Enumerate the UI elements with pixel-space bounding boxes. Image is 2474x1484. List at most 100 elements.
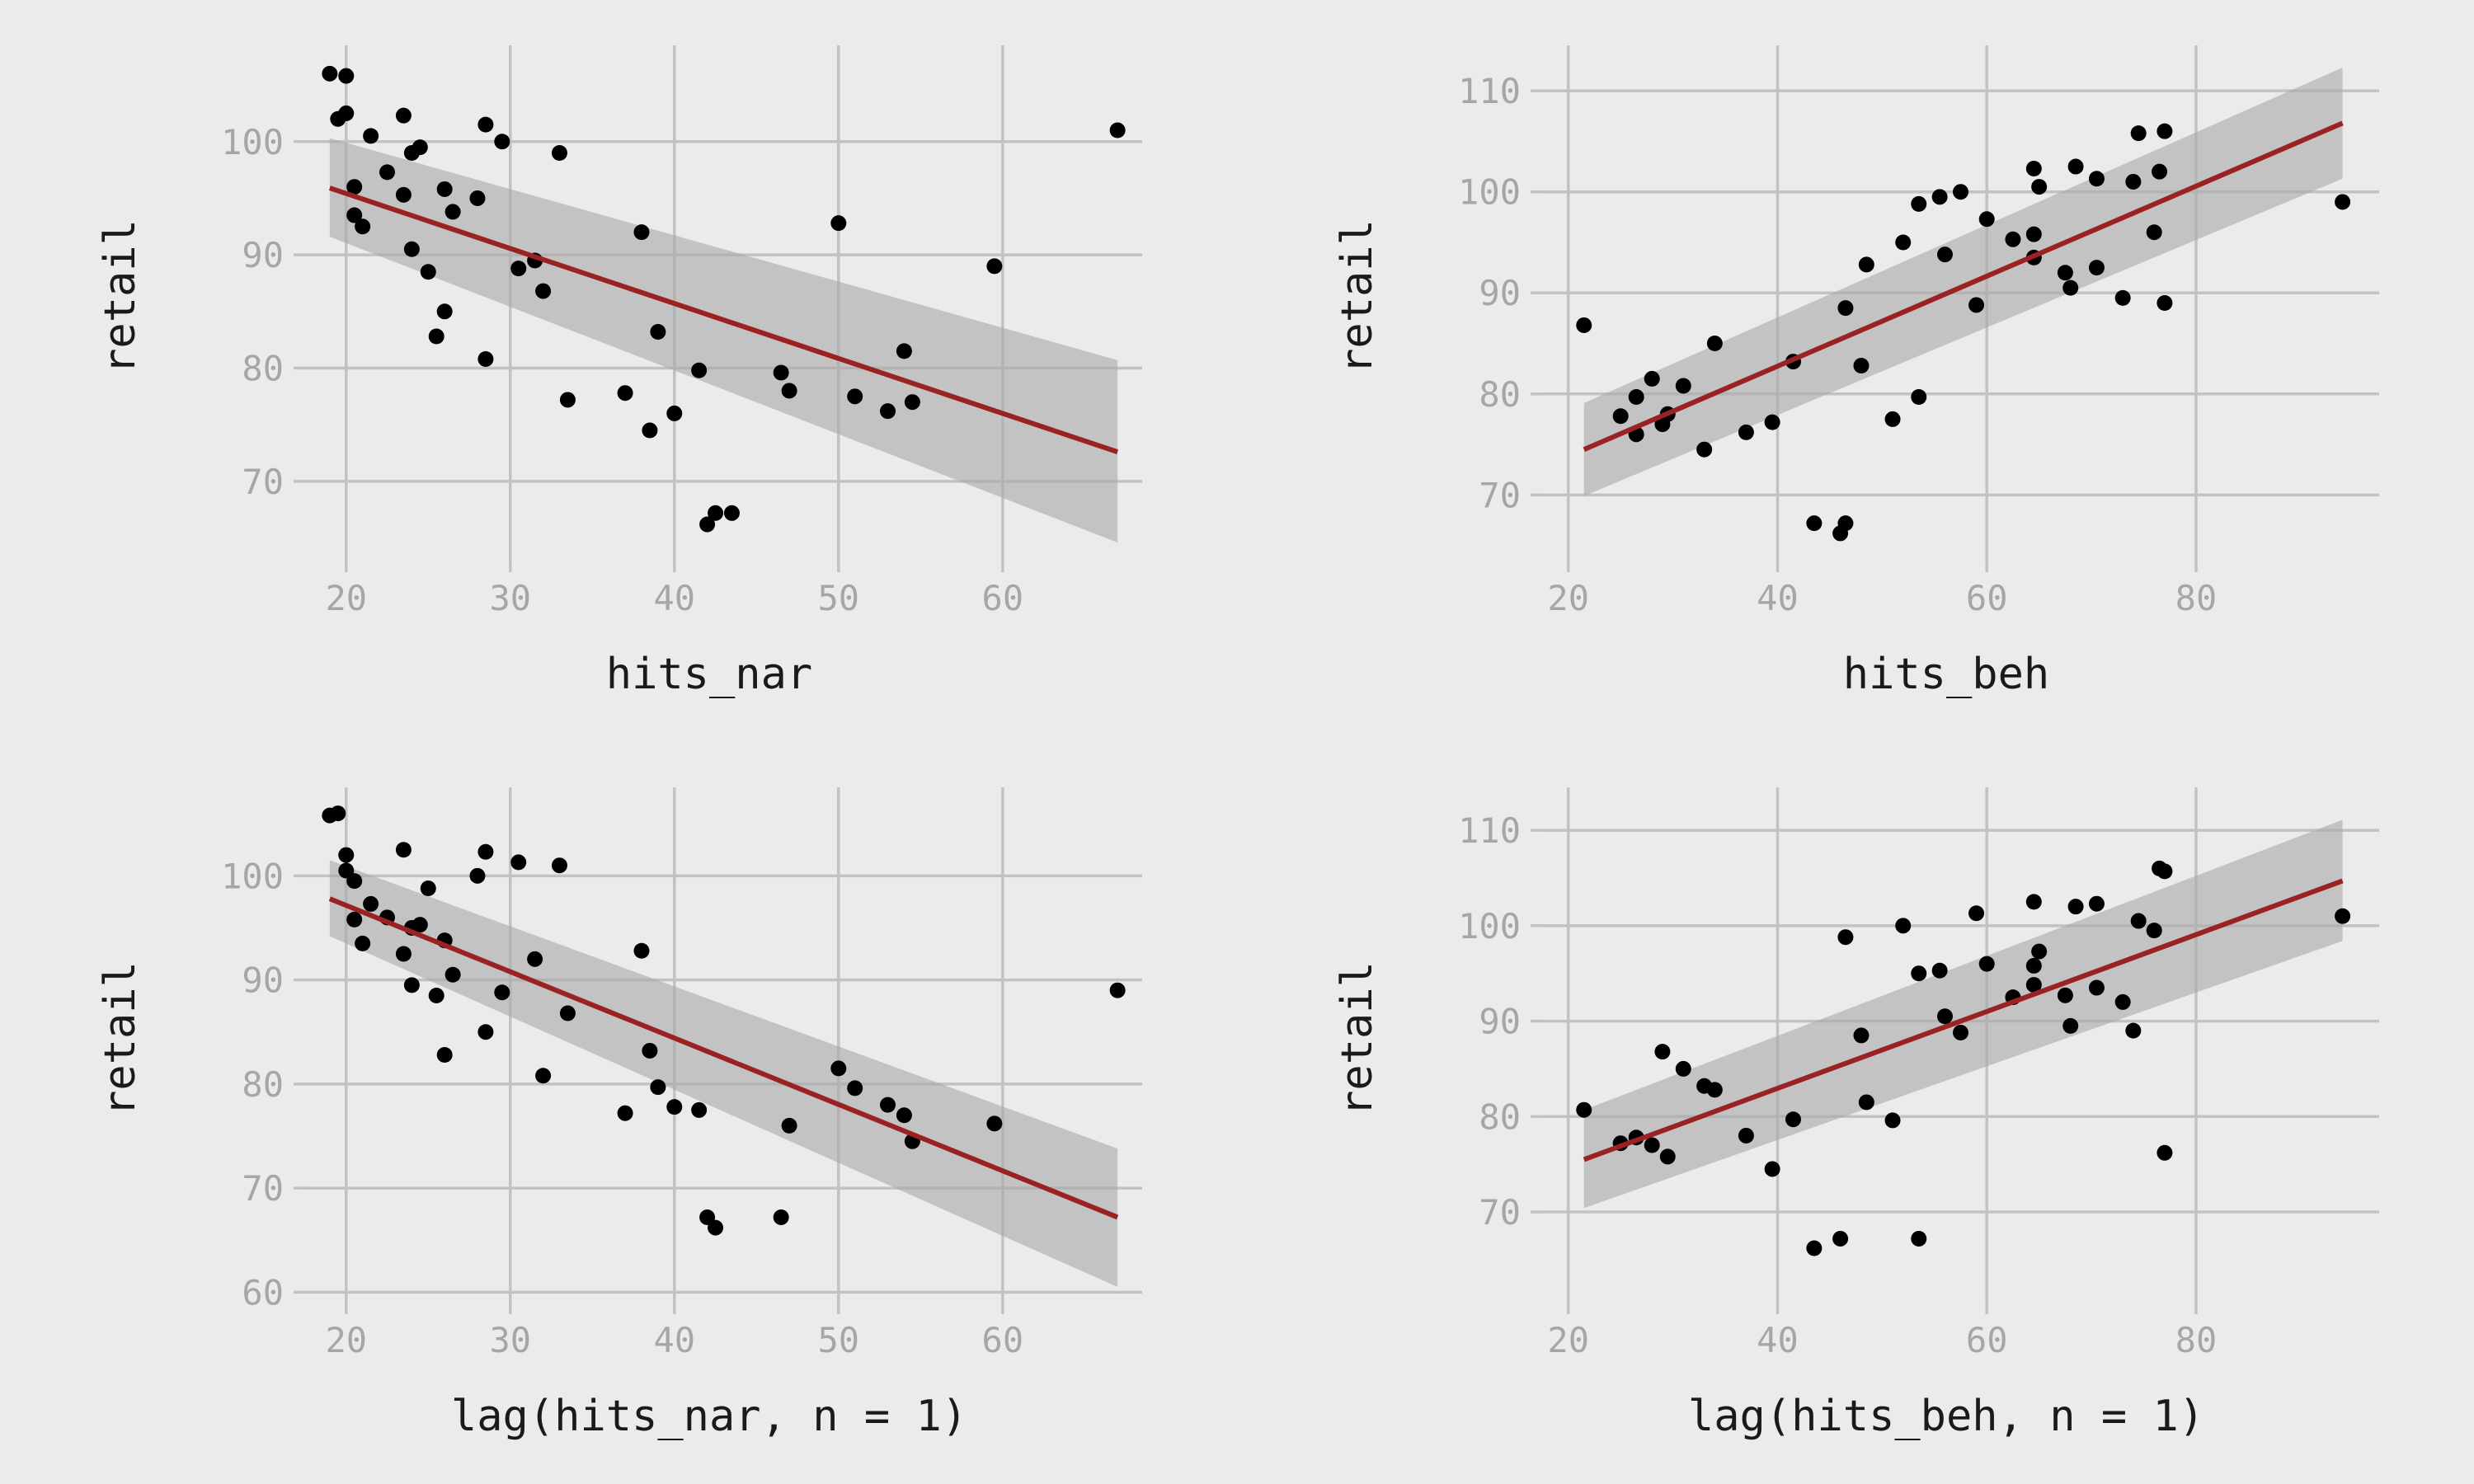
x-tick-label: 40 [1757,578,1799,618]
y-tick-label: 100 [1458,172,1521,213]
data-point [338,68,355,84]
data-point [477,350,494,367]
data-point [1895,918,1912,934]
data-point [395,842,412,858]
x-tick-label: 20 [325,1320,367,1360]
data-point [551,857,567,874]
data-point [535,283,552,299]
data-point [1911,965,1927,982]
x-tick-label: 50 [818,1320,860,1360]
data-point [355,218,371,235]
data-point [2157,295,2173,311]
data-point [2031,179,2048,195]
data-point [1109,122,1126,139]
data-point [428,328,444,345]
x-axis-title: lag(hits_beh, n = 1) [1688,1392,2204,1441]
data-point [494,984,510,1001]
data-point [1675,1060,1691,1077]
regression-line [328,896,1119,1220]
x-tick-label: 30 [489,578,531,618]
fit-line-layer [1583,120,2344,452]
data-point [617,1105,633,1121]
data-point [1911,388,1927,405]
data-point [436,303,453,320]
data-point [1696,441,1713,458]
x-tick-label: 40 [654,1320,696,1360]
data-point [691,1101,708,1118]
data-point [363,128,379,144]
data-point [2152,163,2168,180]
x-tick-label: 20 [1547,578,1589,618]
data-point [2088,260,2105,276]
y-tick-label: 70 [242,1168,284,1209]
data-point [1837,300,1854,317]
y-tick-label: 60 [242,1272,284,1313]
data-point [2057,987,2073,1003]
data-point [1706,336,1723,352]
y-tick-label: 100 [1458,906,1521,946]
confidence-band-layer [329,138,1118,543]
data-point [1109,982,1126,998]
y-tick-label: 80 [1479,374,1521,415]
data-point [403,977,420,993]
x-tick-labels: 20 40 60 80 [1547,1303,2217,1360]
points-layer [1576,860,2351,1256]
data-point [1837,929,1854,946]
data-point [1968,905,1985,922]
data-point [2025,977,2042,993]
data-point [2146,923,2162,939]
data-point [2025,161,2042,177]
data-point [1706,1082,1723,1098]
y-tick-label: 80 [242,348,284,388]
data-point [2062,279,2079,296]
points-layer [1576,123,2351,542]
x-tick-label: 20 [1547,1320,1589,1360]
x-tick-label: 50 [818,578,860,618]
points-layer [322,805,1126,1236]
regression-line [1583,878,2344,1162]
data-point [2125,1022,2142,1039]
data-point [1764,414,1780,430]
data-point [436,1046,453,1063]
panel-lag-hits-beh: 20 40 60 80 70 80 90 100 110 lag(hits_beh, n = … [1333,787,2379,1441]
data-point [1628,388,1644,405]
data-point [1858,1094,1874,1111]
data-point [1576,317,1592,333]
fit-line-layer [1583,878,2344,1162]
data-point [642,1042,658,1059]
data-point [723,505,740,521]
confidence-band [329,138,1118,543]
y-tick-label: 90 [1479,1002,1521,1042]
data-point [1953,184,1968,200]
data-point [535,1068,552,1084]
data-point [2114,993,2131,1010]
data-point [1576,1101,1592,1118]
y-tick-labels: 70 80 90 100 [221,122,305,502]
data-point [551,144,567,161]
y-tick-label: 100 [221,122,284,162]
y-axis-title: retail [1333,219,1382,374]
fit-line-layer [328,896,1119,1220]
data-point [477,116,494,133]
data-point [1953,1024,1968,1040]
y-tick-label: 100 [221,856,284,896]
data-point [1978,956,1995,972]
x-tick-label: 60 [982,1320,1024,1360]
data-point [904,394,920,411]
data-point [1858,256,1874,273]
data-point [412,139,428,156]
y-tick-label: 110 [1458,810,1521,851]
data-point [1654,1044,1671,1060]
data-point [1806,1240,1823,1256]
data-point [477,843,494,860]
data-point [2146,224,2162,241]
x-tick-label: 40 [1757,1320,1799,1360]
data-point [1738,424,1754,440]
data-point [355,935,371,951]
data-point [330,805,346,822]
data-point [773,364,789,381]
data-point [880,403,896,420]
data-point [2335,908,2351,924]
data-point [338,105,355,121]
x-tick-label: 60 [1966,578,2008,618]
